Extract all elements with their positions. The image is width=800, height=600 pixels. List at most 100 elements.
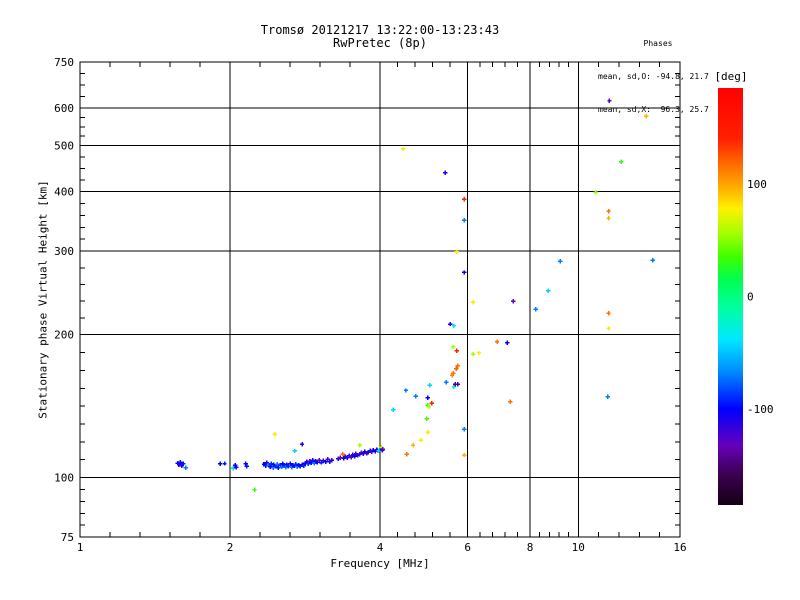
data-point <box>301 463 306 469</box>
data-point <box>606 216 611 221</box>
colorbar-tick-label: 0 <box>747 291 754 304</box>
colorbar-tick-label: 100 <box>747 178 767 191</box>
data-point <box>451 384 457 390</box>
data-point <box>470 300 476 305</box>
data-point <box>451 323 457 329</box>
data-point <box>279 464 284 470</box>
data-point <box>425 395 431 401</box>
data-point <box>316 457 322 463</box>
data-point <box>605 394 610 399</box>
data-point <box>270 465 276 470</box>
data-point <box>180 461 186 466</box>
data-point <box>426 404 431 409</box>
x-axis-label: Frequency [MHz] <box>330 557 430 570</box>
data-point <box>323 459 328 465</box>
data-point <box>340 451 346 457</box>
y-tick-label: 500 <box>54 140 74 153</box>
data-point <box>222 461 227 466</box>
data-point <box>380 446 385 452</box>
data-point <box>231 466 236 471</box>
data-point <box>272 431 277 437</box>
data-point <box>454 348 459 353</box>
data-point <box>454 366 459 372</box>
colorbar-tick-label: -100 <box>747 403 774 416</box>
data-point <box>606 209 611 214</box>
data-point <box>461 452 467 458</box>
data-point <box>507 399 513 404</box>
x-tick-label: 1 <box>77 541 84 554</box>
data-point <box>286 464 291 469</box>
data-point <box>269 461 274 467</box>
y-tick-label: 300 <box>54 245 74 258</box>
data-point <box>447 321 453 327</box>
phase-stats: Phases mean, sd,O: -94.8, 21.7 mean, sd,… <box>598 16 718 137</box>
x-tick-label: 6 <box>464 541 471 554</box>
data-point <box>264 460 269 466</box>
data-point <box>352 454 357 459</box>
y-tick-label: 400 <box>54 186 74 199</box>
data-point <box>292 448 298 454</box>
data-point <box>510 299 516 304</box>
data-point <box>451 344 456 350</box>
data-point <box>607 98 612 104</box>
data-point <box>425 430 431 435</box>
data-point <box>650 257 655 263</box>
data-point <box>476 350 482 356</box>
data-point <box>443 380 449 385</box>
colorbar-label: [deg] <box>714 70 748 83</box>
data-point <box>305 461 311 466</box>
phase-stats-x-mode: mean, sd,X: 96.3, 25.7 <box>598 105 709 114</box>
data-point <box>325 457 330 462</box>
data-point <box>454 249 459 254</box>
data-point <box>451 370 456 376</box>
data-point <box>619 159 624 165</box>
data-point <box>606 311 611 316</box>
data-point <box>348 454 354 460</box>
data-point <box>429 400 434 406</box>
data-point <box>494 339 500 345</box>
y-tick-label: 750 <box>54 56 74 69</box>
data-point <box>452 382 458 387</box>
chart-title: Tromsø 20121217 13:22:00-13:23:43 <box>260 23 500 37</box>
data-point <box>252 487 257 492</box>
colorbar-gradient <box>718 88 743 505</box>
data-point <box>179 463 184 469</box>
data-point <box>403 388 409 393</box>
chart-subtitle: RwPretec (8p) <box>333 36 427 50</box>
data-point <box>400 146 406 152</box>
data-point <box>329 458 334 463</box>
data-point <box>413 394 419 399</box>
data-point <box>558 258 563 264</box>
data-point <box>345 455 350 461</box>
data-point <box>470 351 476 357</box>
data-point <box>268 464 273 470</box>
y-tick-label: 600 <box>54 102 74 115</box>
phase-stats-header: Phases <box>643 39 673 48</box>
data-point <box>243 461 248 466</box>
data-point <box>299 442 305 447</box>
data-point <box>404 452 410 457</box>
data-point <box>505 340 510 345</box>
data-point <box>310 458 315 463</box>
data-point <box>644 113 649 119</box>
data-point <box>390 407 396 412</box>
x-tick-label: 4 <box>377 541 384 554</box>
y-tick-label: 100 <box>54 472 74 485</box>
data-point <box>217 461 223 466</box>
data-point <box>276 465 281 470</box>
y-tick-label: 200 <box>54 329 74 342</box>
x-tick-label: 8 <box>527 541 534 554</box>
x-tick-label: 16 <box>673 541 686 554</box>
data-point <box>427 382 432 388</box>
data-point <box>283 465 289 470</box>
data-point <box>424 416 429 422</box>
data-point <box>234 465 239 470</box>
phase-stats-o-mode: mean, sd,O: -94.8, 21.7 <box>598 72 709 81</box>
x-tick-label: 10 <box>572 541 585 554</box>
data-point <box>176 462 182 467</box>
data-point <box>410 442 416 448</box>
data-point <box>183 465 188 470</box>
data-point <box>275 461 280 467</box>
